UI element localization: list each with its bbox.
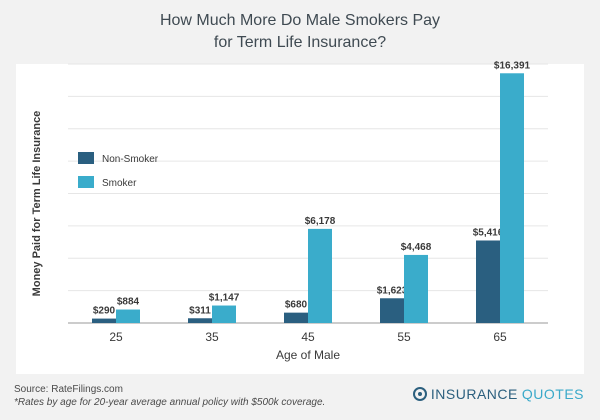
bar-non-smoker-25 — [92, 318, 116, 323]
insurancequotes-logo-icon — [412, 387, 427, 401]
data-label: $884 — [117, 297, 140, 308]
data-label: $1,623 — [377, 285, 408, 296]
rate-footnote: *Rates by age for 20-year average annual… — [14, 397, 326, 408]
data-label: $290 — [93, 306, 116, 317]
bar-non-smoker-65 — [476, 240, 500, 323]
data-label: $680 — [285, 300, 308, 311]
data-label: $5,416 — [473, 227, 504, 238]
y-axis-label: Money Paid for Term Life Insurance — [31, 111, 43, 297]
legend-swatch-non-smoker — [78, 152, 94, 164]
bar-smoker-45 — [308, 228, 332, 323]
logo-text-insurance: INSURANCE — [430, 386, 518, 402]
legend-label: Smoker — [102, 178, 137, 189]
data-label: $6,178 — [305, 216, 336, 227]
bar-smoker-65 — [500, 73, 524, 324]
data-label: $16,391 — [494, 60, 531, 71]
legend-label: Non-Smoker — [102, 154, 159, 165]
x-axis-label: Age of Male — [276, 348, 340, 362]
x-tick-label: 25 — [109, 330, 123, 344]
x-tick-label: 55 — [397, 330, 411, 344]
x-tick-label: 65 — [493, 330, 507, 344]
data-label: $1,147 — [209, 293, 240, 304]
x-tick-label: 35 — [205, 330, 219, 344]
bar-smoker-25 — [116, 309, 140, 323]
bar-smoker-55 — [404, 254, 428, 323]
chart-title-line-2: for Term Life Insurance? — [213, 34, 387, 51]
brand-logo: INSURANCE QUOTES — [412, 386, 584, 402]
chart-title: How Much More Do Male Smokers Pay for Te… — [0, 10, 600, 54]
legend-swatch-smoker — [78, 176, 94, 188]
x-tick-label: 45 — [301, 330, 315, 344]
bar-non-smoker-55 — [380, 298, 404, 323]
chart-title-line-1: How Much More Do Male Smokers Pay — [159, 12, 441, 29]
bar-non-smoker-45 — [284, 312, 308, 323]
data-label: $4,468 — [401, 242, 432, 253]
source-note: Source: RateFilings.com — [14, 384, 123, 395]
data-label: $311 — [189, 305, 211, 316]
logo-text-quotes: QUOTES — [521, 386, 584, 402]
bar-non-smoker-35 — [188, 318, 212, 323]
bar-smoker-35 — [212, 305, 236, 323]
